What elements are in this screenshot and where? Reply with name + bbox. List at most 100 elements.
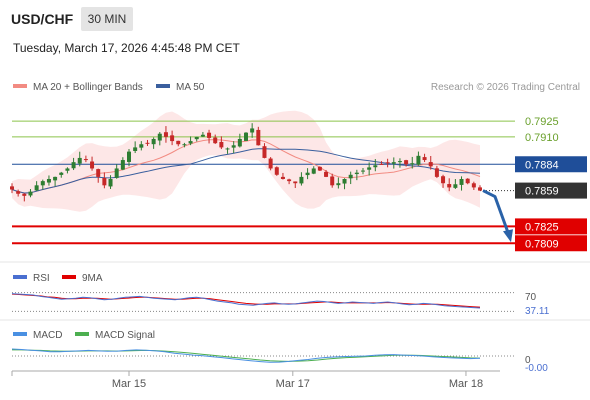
- projection-arrow-head: [503, 229, 513, 243]
- candle-body: [176, 140, 181, 145]
- candle-body: [65, 168, 70, 171]
- rsi-level-label: 70: [525, 292, 537, 303]
- candle: [231, 141, 236, 154]
- candle: [385, 158, 390, 168]
- ma50-legend-label: MA 50: [176, 82, 205, 93]
- candle-body: [237, 138, 242, 147]
- candle-body: [324, 171, 329, 177]
- candle-body: [250, 128, 255, 133]
- candle: [96, 168, 101, 183]
- candle-body: [28, 191, 33, 196]
- candle: [120, 157, 125, 171]
- candle-body: [305, 172, 310, 176]
- candle: [305, 168, 310, 180]
- candle-body: [157, 133, 162, 141]
- candle-body: [422, 157, 427, 161]
- candle: [330, 173, 335, 188]
- candle: [219, 136, 224, 150]
- support-label-box-0-7825: [515, 218, 587, 235]
- current-price-box: [515, 182, 587, 199]
- ma20-legend-label: MA 20 + Bollinger Bands: [33, 82, 143, 93]
- bollinger-band-area: [12, 110, 480, 212]
- candle-body: [453, 184, 458, 188]
- candle-body: [90, 161, 95, 169]
- candle: [391, 157, 396, 169]
- candle: [262, 143, 267, 159]
- credit-label: Research © 2026 Trading Central: [431, 82, 580, 93]
- resistance-label-0-7925: 0.7925: [525, 116, 559, 128]
- candle-body: [108, 179, 113, 187]
- macd-signal-legend-label: MACD Signal: [95, 330, 155, 341]
- timeframe-badge[interactable]: [81, 7, 133, 31]
- candle-body: [287, 179, 292, 182]
- moving-averages: [11, 139, 481, 194]
- candle-body: [120, 160, 125, 170]
- candle-body: [114, 168, 119, 178]
- candle-body: [478, 187, 482, 191]
- price-level-labels: 0.7925 0.7910 0.7884 0.7859 0.7825 0.7809: [515, 116, 587, 252]
- candle: [139, 141, 144, 151]
- candle-body: [354, 172, 359, 175]
- candle-body: [459, 179, 464, 185]
- candle-body: [397, 161, 402, 163]
- candle-body: [385, 162, 390, 164]
- candle: [336, 177, 341, 189]
- candle-body: [244, 132, 248, 141]
- ma50-line: [11, 148, 481, 194]
- candle: [397, 158, 402, 168]
- candle: [280, 172, 285, 180]
- candle: [447, 178, 452, 192]
- candle-body: [311, 168, 316, 174]
- candle: [250, 123, 255, 138]
- candle-body: [225, 148, 230, 150]
- candle: [268, 157, 273, 171]
- candle-body: [10, 186, 14, 190]
- current-price-label: 0.7859: [525, 186, 559, 198]
- candle: [293, 181, 298, 188]
- candle-body: [188, 141, 193, 144]
- candle-body: [256, 129, 261, 146]
- candle: [59, 171, 64, 178]
- candle-body: [133, 147, 138, 151]
- candle-body: [16, 191, 21, 194]
- candle: [416, 151, 421, 166]
- candle-body: [59, 172, 64, 175]
- candle-body: [268, 158, 273, 169]
- candle: [478, 185, 482, 191]
- candle-body: [219, 141, 224, 148]
- rsi-value-label: 37.11: [525, 306, 550, 317]
- x-tick-label: Mar 17: [276, 378, 310, 390]
- candle-body: [213, 137, 218, 144]
- candle: [207, 129, 212, 144]
- candle-body: [194, 136, 199, 140]
- candle-body: [434, 168, 439, 177]
- candle: [465, 178, 470, 185]
- candle: [133, 141, 138, 154]
- candle: [77, 151, 82, 167]
- datetime-label: Tuesday, March 17, 2026 4:45:48 PM CET: [13, 41, 240, 55]
- candle-body: [163, 132, 168, 137]
- candle-body: [34, 185, 39, 191]
- rsi-ma-legend-swatch: [62, 275, 76, 279]
- candle-body: [367, 167, 372, 170]
- ma50-legend-swatch: [156, 84, 170, 88]
- candle: [16, 189, 21, 197]
- candle: [194, 136, 199, 142]
- candle-body: [441, 176, 446, 184]
- candlesticks: [10, 123, 482, 202]
- candle-body: [46, 179, 51, 183]
- support-label-0-7809: 0.7809: [525, 238, 559, 250]
- candle-body: [336, 183, 341, 186]
- candle: [428, 155, 433, 170]
- candle-body: [379, 163, 384, 165]
- resistance-label-0-7910: 0.7910: [525, 132, 559, 144]
- candle: [188, 136, 193, 146]
- candle-body: [77, 157, 82, 164]
- candle: [83, 155, 88, 163]
- rsi-legend-swatch: [13, 275, 27, 279]
- candle: [348, 171, 353, 185]
- candle: [40, 179, 45, 190]
- timeframe-label: 30 MIN: [88, 12, 127, 26]
- candle-body: [262, 146, 267, 158]
